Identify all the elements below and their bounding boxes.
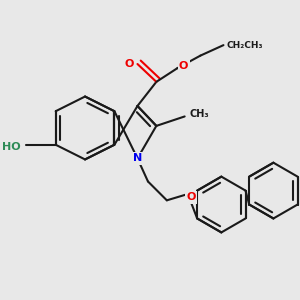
Text: CH₃: CH₃	[190, 109, 209, 119]
Text: HO: HO	[2, 142, 21, 152]
Text: O: O	[179, 61, 188, 71]
Text: O: O	[186, 192, 196, 202]
Text: N: N	[133, 153, 142, 164]
Text: CH₂CH₃: CH₂CH₃	[226, 40, 263, 50]
Text: O: O	[124, 59, 134, 69]
